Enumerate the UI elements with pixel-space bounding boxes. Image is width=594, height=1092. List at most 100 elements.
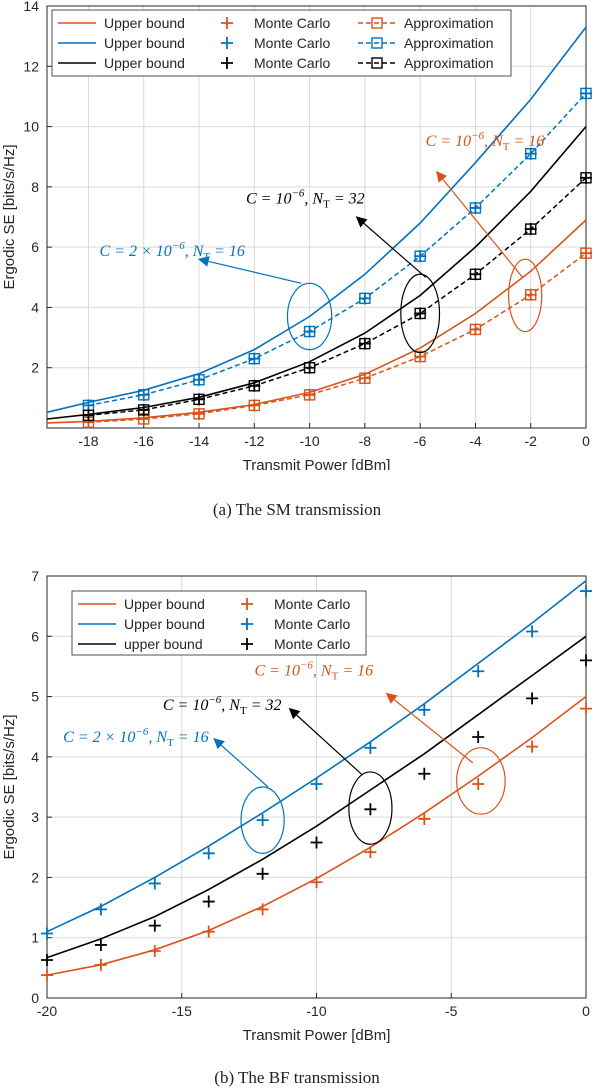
- annotation-ellipse: [456, 747, 506, 815]
- x-tick-label: -5: [445, 1003, 458, 1019]
- legend-label: Approximation: [404, 55, 494, 71]
- series-blue: [46, 26, 592, 414]
- legend-label: Monte Carlo: [274, 616, 350, 632]
- monte-carlo-marker: [248, 399, 261, 412]
- y-tick-label: 6: [31, 239, 39, 255]
- monte-carlo-marker: [148, 877, 161, 890]
- legend-label: Upper bound: [124, 616, 205, 632]
- monte-carlo-marker: [193, 407, 206, 420]
- monte-carlo-marker: [358, 292, 371, 305]
- annotation-ellipse: [400, 273, 441, 354]
- annotation-label: C = 2 × 10−6, NT = 16: [100, 240, 245, 263]
- legend-label: Approximation: [404, 15, 494, 31]
- monte-carlo-marker: [303, 361, 316, 374]
- annotation-label: C = 2 × 10−6, NT = 16: [63, 726, 208, 749]
- monte-carlo-marker: [94, 938, 107, 951]
- legend-square-swatch: [371, 17, 383, 29]
- monte-carlo-marker: [137, 388, 150, 401]
- x-tick-label: 0: [582, 433, 590, 449]
- annotation-label: C = 10−6, NT = 16: [426, 130, 545, 153]
- series-black: [41, 635, 592, 967]
- series-orange: [41, 695, 592, 982]
- annotation-ellipse: [286, 282, 333, 351]
- y-tick-label: 3: [31, 809, 39, 825]
- monte-carlo-marker: [248, 379, 261, 392]
- y-axis-label: Ergodic SE [bits/s/Hz]: [1, 144, 18, 289]
- monte-carlo-marker: [414, 307, 427, 320]
- legend-label: Upper bound: [124, 596, 205, 612]
- annotation-arrow: [355, 216, 427, 278]
- annotation-orange: C = 10−6, NT = 16: [426, 130, 545, 333]
- annotation-ellipse: [348, 771, 393, 845]
- monte-carlo-marker: [580, 247, 592, 260]
- monte-carlo-marker: [202, 847, 215, 860]
- legend-square-swatch: [371, 57, 383, 69]
- y-tick-label: 2: [31, 869, 39, 885]
- legend: Upper bound Monte Carlo Upper bound Monte C…: [71, 590, 367, 656]
- monte-carlo-marker: [358, 337, 371, 350]
- y-tick-label: 1: [31, 930, 39, 946]
- legend-label: Upper bound: [104, 35, 185, 51]
- monte-carlo-marker: [469, 323, 482, 336]
- annotation-black: C = 10−6, NT = 32: [163, 694, 393, 845]
- monte-carlo-marker: [580, 702, 592, 715]
- x-tick-label: -14: [189, 433, 209, 449]
- monte-carlo-marker: [148, 944, 161, 957]
- monte-carlo-marker: [202, 895, 215, 908]
- annotation-arrow: [197, 256, 302, 284]
- legend-label: upper bound: [124, 636, 203, 652]
- monte-carlo-marker: [472, 730, 485, 743]
- annotation-blue: C = 2 × 10−6, NT = 16: [100, 240, 333, 351]
- upper-bound-line: [46, 126, 587, 420]
- legend-box: [71, 590, 367, 656]
- monte-carlo-marker: [148, 919, 161, 932]
- monte-carlo-marker: [524, 147, 537, 160]
- y-axis-label: Ergodic SE [bits/s/Hz]: [1, 714, 18, 859]
- annotation-arrow: [385, 692, 474, 764]
- monte-carlo-marker: [94, 958, 107, 971]
- series-black: [46, 126, 592, 422]
- legend-label: Monte Carlo: [254, 15, 330, 31]
- monte-carlo-marker: [256, 814, 269, 827]
- x-tick-label: -6: [414, 433, 427, 449]
- upper-bound-line: [46, 26, 587, 414]
- annotation-ellipse: [240, 786, 285, 854]
- x-tick-label: -2: [524, 433, 537, 449]
- x-tick-label: -18: [78, 433, 98, 449]
- monte-carlo-marker: [310, 836, 323, 849]
- y-tick-label: 14: [23, 0, 39, 14]
- series-blue: [41, 580, 592, 940]
- legend-plus-swatch: [241, 598, 253, 610]
- legend-square-swatch: [371, 37, 383, 49]
- x-tick-label: -8: [359, 433, 372, 449]
- monte-carlo-marker: [580, 585, 592, 598]
- x-tick-label: -20: [37, 1003, 57, 1019]
- legend-label: Upper bound: [104, 15, 185, 31]
- x-tick-label: 0: [582, 1003, 590, 1019]
- annotation-arrow: [288, 707, 363, 776]
- monte-carlo-marker: [526, 740, 539, 753]
- monte-carlo-marker: [256, 867, 269, 880]
- monte-carlo-marker: [472, 777, 485, 790]
- monte-carlo-marker: [414, 250, 427, 263]
- monte-carlo-marker: [526, 625, 539, 638]
- series-orange: [46, 219, 592, 429]
- upper-bound-line: [46, 635, 587, 959]
- x-tick-label: -15: [172, 1003, 192, 1019]
- monte-carlo-marker: [358, 372, 371, 385]
- y-tick-label: 5: [31, 689, 39, 705]
- monte-carlo-marker: [137, 403, 150, 416]
- annotation-ellipse: [508, 258, 543, 333]
- monte-carlo-marker: [41, 954, 53, 967]
- monte-carlo-marker: [524, 223, 537, 236]
- y-tick-label: 0: [31, 990, 39, 1006]
- legend-plus-swatch: [221, 37, 233, 49]
- monte-carlo-marker: [82, 409, 95, 422]
- x-axis-label: Transmit Power [dBm]: [243, 457, 391, 470]
- monte-carlo-marker: [310, 777, 323, 790]
- monte-carlo-marker: [418, 812, 431, 825]
- x-tick-label: -10: [299, 433, 319, 449]
- legend-label: Upper bound: [104, 55, 185, 71]
- monte-carlo-marker: [580, 654, 592, 667]
- annotation-label: C = 10−6, NT = 32: [246, 187, 365, 210]
